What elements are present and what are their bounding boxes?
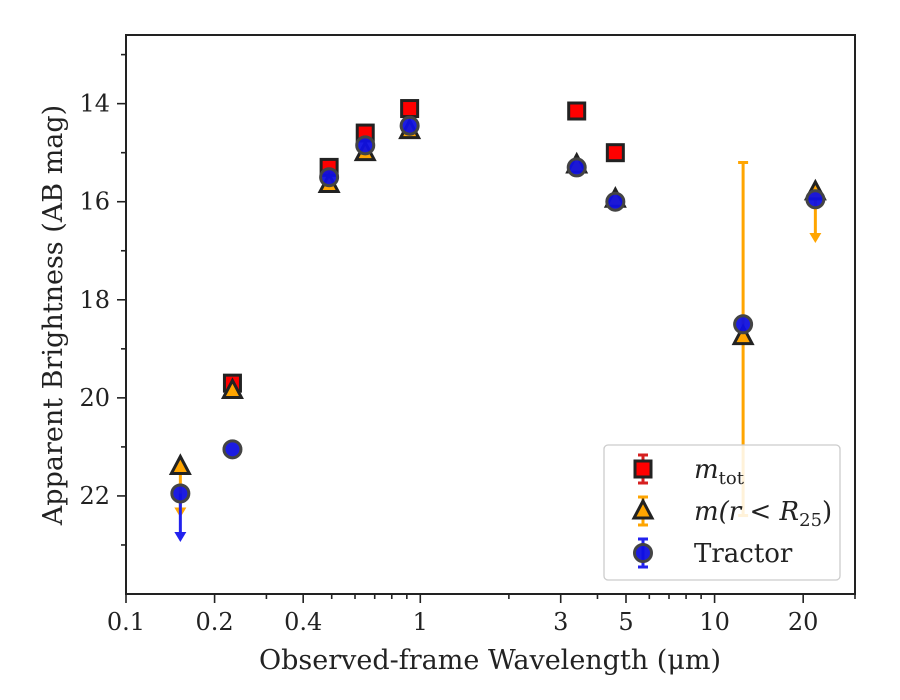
legend-label-subscript: tot [719,468,745,489]
legend-mtot-marker [633,459,653,479]
tractor-point [399,115,420,136]
tractor-point [605,191,626,212]
legend-label-subscript: 25 [799,510,822,531]
tractor-point [805,189,826,210]
tractor-point [222,439,243,460]
x-tick-label: 0.2 [196,608,234,636]
mr25-point [220,377,244,400]
mr25-limit-arrow [809,232,822,243]
mtot-point [400,99,420,119]
legend-label-main: m(r < R [694,497,799,527]
legend-mr25-label: m(r < R25) [694,497,832,531]
legend-label-main: Tractor [694,539,793,569]
legend-mr25-marker [631,497,655,520]
x-tick-label: 0.4 [284,608,322,636]
y-tick-label: 20 [79,384,110,412]
mr25-point [731,323,755,346]
mtot-point [605,143,625,163]
x-tick-label: 20 [788,608,819,636]
y-tick-label: 22 [79,482,110,510]
plot-frame [125,34,856,595]
tractor-limit-arrow [174,532,187,543]
x-tick-label: 0.1 [107,608,145,636]
legend-box [603,444,841,581]
legend-label-tail: ) [822,497,832,527]
y-axis-title: Apparent Brightness (AB mag) [38,105,69,526]
x-axis-title: Observed-frame Wavelength (μm) [259,645,721,676]
legend: mtot m(r < R25) Tractor [603,444,841,581]
x-tick-label: 1 [413,608,428,636]
legend-mtot-label: mtot [694,455,745,489]
tractor-point [319,167,340,188]
y-tick-label: 18 [79,286,110,314]
tractor-point [733,314,754,335]
x-axis: 0.1 0.2 0.4 1 3 5 10 20 [107,594,856,636]
tractor-point [566,157,587,178]
x-tick-label: 5 [618,608,633,636]
y-tick-label: 16 [79,188,110,216]
mtot-point [567,101,587,121]
tractor-point [355,135,376,156]
y-tick-label: 14 [79,90,110,118]
x-tick-label: 3 [553,608,568,636]
legend-label-main: m [694,455,719,485]
x-tick-label: 10 [699,608,730,636]
legend-tractor-label: Tractor [694,539,793,569]
mr25-point [168,453,192,476]
data-marks [168,99,827,543]
tractor-point [170,483,191,504]
legend-tractor-marker [633,543,653,563]
y-axis: 14 16 18 20 22 [79,53,126,546]
